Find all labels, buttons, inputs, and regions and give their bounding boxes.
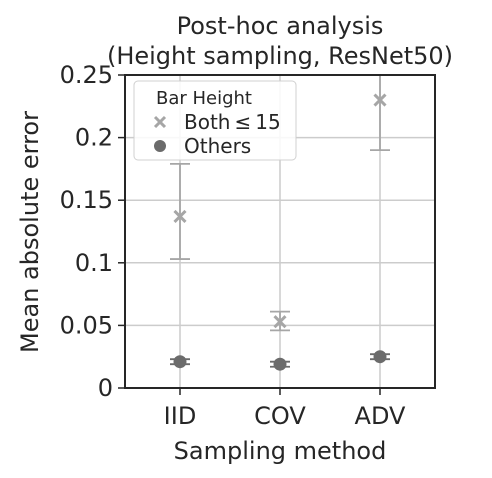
data-point-circle	[273, 357, 287, 371]
x-axis-ticks: IID COV ADV	[164, 388, 406, 430]
x-tick-label: COV	[254, 402, 306, 430]
x-tick-label: ADV	[355, 402, 406, 430]
y-axis-label: Mean absolute error	[16, 111, 44, 353]
y-tick-label: 0.2	[75, 124, 113, 152]
y-tick-label: 0.25	[60, 61, 113, 89]
legend-label: Others	[184, 134, 251, 158]
data-layer	[170, 75, 390, 371]
data-point-circle	[173, 355, 187, 369]
legend-marker	[154, 140, 166, 152]
legend-marker	[153, 115, 167, 129]
data-point-x-marker	[273, 315, 287, 329]
data-point-x-marker	[373, 93, 387, 107]
x-tick-label: IID	[164, 402, 197, 430]
x-axis-label: Sampling method	[174, 437, 387, 465]
chart-title: Post-hoc analysis	[177, 12, 384, 40]
y-tick-label: 0.1	[75, 249, 113, 277]
chart-subtitle: (Height sampling, ResNet50)	[107, 42, 453, 70]
y-tick-label: 0	[98, 374, 113, 402]
legend-title: Bar Height	[156, 88, 252, 109]
data-point-circle	[373, 350, 387, 364]
y-tick-label: 0.05	[60, 311, 113, 339]
legend-label: Both ≤ 15	[184, 110, 281, 134]
data-point-x-marker	[173, 209, 187, 224]
legend-box	[133, 80, 297, 161]
y-axis-ticks: 0 0.05 0.1 0.15 0.2 0.25	[60, 61, 125, 402]
y-tick-label: 0.15	[60, 186, 113, 214]
